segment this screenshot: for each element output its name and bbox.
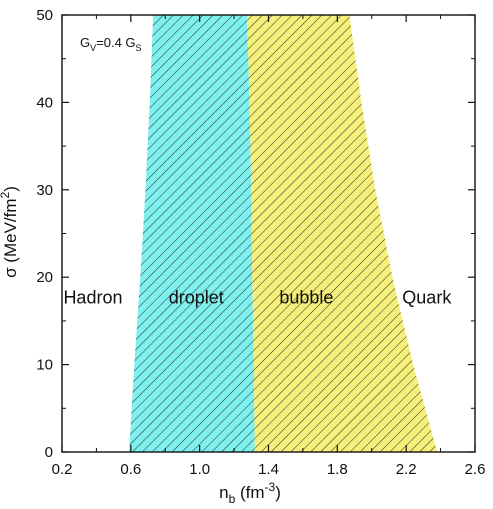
y-axis-label: σ (MeV/fm2) (0, 186, 20, 278)
y-tick-label: 40 (36, 94, 53, 111)
x-tick-label: 0.6 (120, 461, 141, 478)
annotation-mid: =0.4 G (96, 35, 135, 50)
x-tick-label: 0.2 (52, 461, 73, 478)
annotation-main: G (80, 35, 90, 50)
region-label-droplet: droplet (169, 287, 224, 307)
x-tick-label: 2.6 (465, 461, 486, 478)
region-label-bubble: bubble (279, 287, 333, 307)
y-tick-label: 50 (36, 7, 53, 24)
x-tick-label: 1.8 (327, 461, 348, 478)
ylabel-main: σ (MeV/fm (1, 198, 20, 277)
ylabel-sup: 2 (0, 191, 12, 198)
x-tick-label: 1.4 (258, 461, 279, 478)
gv-annotation: GV=0.4 GS (80, 35, 142, 53)
x-tick-label: 2.2 (396, 461, 417, 478)
ylabel-close: ) (1, 186, 20, 192)
xlabel-main: n (219, 483, 228, 502)
ticks (61, 14, 476, 453)
xlabel-unit-open: (fm (235, 483, 264, 502)
region-label-hadron: Hadron (63, 287, 122, 307)
y-tick-label: 0 (45, 444, 53, 461)
x-tick-label: 1.0 (189, 461, 210, 478)
phase-regions (129, 15, 438, 452)
y-tick-label: 30 (36, 182, 53, 199)
xlabel-unit-close: ) (275, 483, 281, 502)
region-droplet-hatch (129, 15, 255, 452)
x-axis-label: nb (fm-3) (219, 480, 281, 506)
y-tick-label: 10 (36, 357, 53, 374)
xlabel-sub: b (229, 492, 236, 506)
region-labels: Hadron droplet bubble Quark (63, 287, 452, 307)
region-bubble-hatch (247, 15, 438, 452)
region-label-quark: Quark (402, 287, 452, 307)
y-tick-label: 20 (36, 269, 53, 286)
annotation-sub2: S (136, 43, 142, 53)
annotation-sub1: V (90, 43, 96, 53)
xlabel-unit-sup: -3 (265, 480, 276, 494)
tick-labels: 0.2 0.6 1.0 1.4 1.8 2.2 2.6 0 10 20 30 40 50 (36, 7, 485, 478)
